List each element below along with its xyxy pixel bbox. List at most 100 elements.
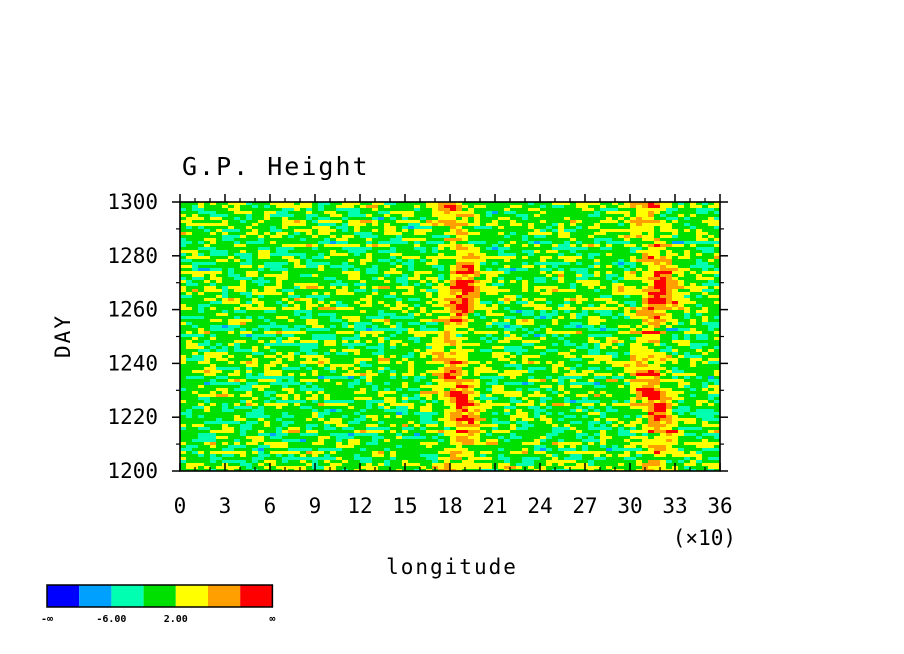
- heatmap-cell: [390, 340, 397, 344]
- heatmap-cell: [282, 289, 289, 293]
- heatmap-cell: [252, 247, 259, 251]
- heatmap-cell: [402, 343, 409, 347]
- heatmap-cell: [624, 340, 631, 344]
- heatmap-cell: [450, 277, 457, 281]
- heatmap-cell: [222, 337, 229, 341]
- heatmap-cell: [588, 217, 595, 221]
- heatmap-cell: [348, 202, 355, 206]
- heatmap-cell: [510, 226, 517, 230]
- heatmap-cell: [528, 346, 535, 350]
- heatmap-cell: [642, 253, 649, 257]
- heatmap-cell: [648, 349, 655, 353]
- heatmap-cell: [222, 313, 229, 317]
- heatmap-cell: [198, 238, 205, 242]
- heatmap-cell: [288, 220, 295, 224]
- heatmap-cell: [354, 214, 361, 218]
- heatmap-cell: [708, 292, 715, 296]
- heatmap-cell: [444, 340, 451, 344]
- heatmap-cell: [312, 322, 319, 326]
- heatmap-cell: [582, 223, 589, 227]
- heatmap-cell: [672, 274, 679, 278]
- heatmap-cell: [240, 256, 247, 260]
- heatmap-cell: [426, 310, 433, 314]
- heatmap-cell: [210, 262, 217, 266]
- heatmap-cell: [630, 256, 637, 260]
- heatmap-cell: [690, 232, 697, 236]
- heatmap-cell: [228, 208, 235, 212]
- heatmap-cell: [444, 313, 451, 317]
- heatmap-cell: [660, 292, 667, 296]
- heatmap-cell: [468, 364, 475, 368]
- heatmap-cell: [354, 286, 361, 290]
- heatmap-cell: [462, 343, 469, 347]
- heatmap-cell: [384, 256, 391, 260]
- heatmap-cell: [390, 262, 397, 266]
- heatmap-cell: [552, 355, 559, 359]
- heatmap-cell: [276, 235, 283, 239]
- heatmap-cell: [204, 211, 211, 215]
- heatmap-cell: [576, 244, 583, 248]
- heatmap-cell: [360, 301, 367, 305]
- heatmap-cell: [234, 355, 241, 359]
- heatmap-cell: [468, 256, 475, 260]
- heatmap-cell: [408, 349, 415, 353]
- heatmap-cell: [534, 208, 541, 212]
- heatmap-cell: [408, 322, 415, 326]
- heatmap-cell: [408, 334, 415, 338]
- heatmap-cell: [312, 352, 319, 356]
- heatmap-cell: [330, 271, 337, 275]
- heatmap-cell: [492, 238, 499, 242]
- heatmap-cell: [414, 355, 421, 359]
- heatmap-cell: [588, 202, 595, 206]
- heatmap-cell: [336, 253, 343, 257]
- heatmap-cell: [222, 310, 229, 314]
- heatmap-cell: [654, 259, 661, 263]
- heatmap-cell: [240, 307, 247, 311]
- heatmap-cell: [696, 286, 703, 290]
- heatmap-cell: [528, 322, 535, 326]
- heatmap-cell: [258, 307, 265, 311]
- heatmap-cell: [186, 343, 193, 347]
- heatmap-cell: [312, 334, 319, 338]
- heatmap-cell: [408, 352, 415, 356]
- heatmap-cell: [468, 301, 475, 305]
- heatmap-cell: [522, 334, 529, 338]
- heatmap-cell: [648, 319, 655, 323]
- heatmap-cell: [678, 229, 685, 233]
- heatmap-cell: [504, 226, 511, 230]
- heatmap-cell: [300, 355, 307, 359]
- heatmap-cell: [636, 292, 643, 296]
- heatmap-cell: [444, 316, 451, 320]
- heatmap-cell: [708, 289, 715, 293]
- heatmap-cell: [630, 349, 637, 353]
- heatmap-cell: [564, 283, 571, 287]
- heatmap-cell: [312, 265, 319, 269]
- heatmap-cell: [306, 343, 313, 347]
- heatmap-cell: [648, 337, 655, 341]
- heatmap-cell: [210, 250, 217, 254]
- heatmap-cell: [462, 256, 469, 260]
- heatmap-cell: [564, 361, 571, 365]
- heatmap-cell: [672, 223, 679, 227]
- heatmap-cell: [708, 313, 715, 317]
- heatmap-cell: [402, 226, 409, 230]
- heatmap-cell: [480, 310, 487, 314]
- heatmap-cell: [678, 295, 685, 299]
- heatmap-cell: [264, 349, 271, 353]
- heatmap-cell: [342, 304, 349, 308]
- heatmap-cell: [690, 289, 697, 293]
- heatmap-cell: [342, 322, 349, 326]
- heatmap-cell: [594, 328, 601, 332]
- heatmap-cell: [348, 211, 355, 215]
- heatmap-cell: [588, 271, 595, 275]
- heatmap-cell: [402, 361, 409, 365]
- heatmap-cell: [324, 205, 331, 209]
- heatmap-cell: [456, 349, 463, 353]
- heatmap-cell: [450, 334, 457, 338]
- heatmap-cell: [372, 331, 379, 335]
- heatmap-cell: [462, 238, 469, 242]
- heatmap-cell: [558, 247, 565, 251]
- heatmap-cell: [624, 361, 631, 365]
- heatmap-cell: [282, 202, 289, 206]
- heatmap-cell: [648, 346, 655, 350]
